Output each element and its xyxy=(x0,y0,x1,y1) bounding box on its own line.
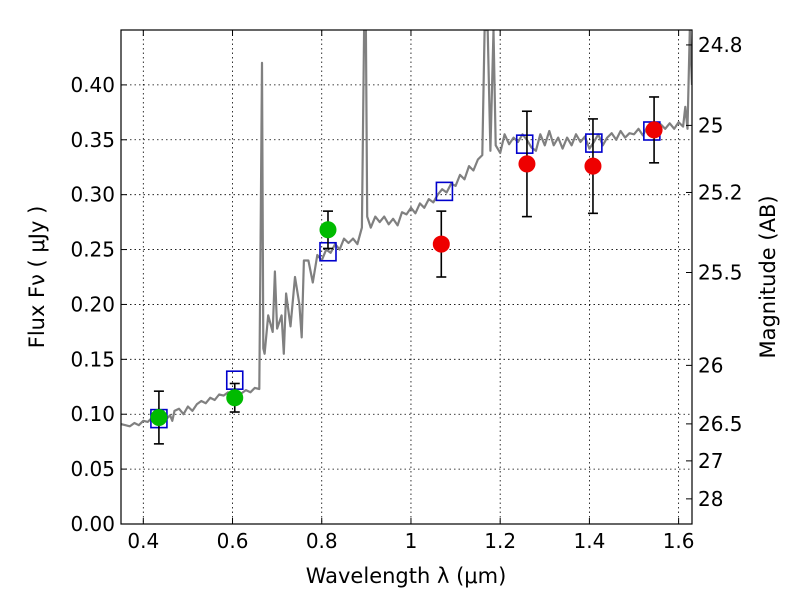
x-tick-label: 1 xyxy=(405,529,418,553)
spectrum-line xyxy=(121,30,692,428)
y-tick-label: 0.05 xyxy=(70,457,115,481)
observed-flux-point xyxy=(645,121,663,139)
observed-flux-point xyxy=(226,389,244,407)
plot-frame xyxy=(120,29,693,525)
x-tick-label: 1.4 xyxy=(573,529,605,553)
grid-lines xyxy=(121,30,692,525)
observed-flux-point xyxy=(518,155,536,173)
right-tick-label: 27 xyxy=(698,449,723,473)
y-tick-label: 0.35 xyxy=(70,128,115,152)
observed-flux-point xyxy=(584,157,602,175)
x-tick-label: 0.8 xyxy=(306,529,338,553)
axis-ticks: 0.4 0.6 0.8 1 1.2 1.4 1.6 0.00 0.05 0.10 0.15 0.20 0… xyxy=(70,30,743,553)
y-tick-label: 0.20 xyxy=(70,292,115,316)
x-tick-label: 0.4 xyxy=(127,529,159,553)
x-axis-label: Wavelength λ (μm) xyxy=(306,564,507,588)
right-tick-label: 26.5 xyxy=(698,412,743,436)
y-tick-label: 0.40 xyxy=(70,73,115,97)
y-tick-label: 0.15 xyxy=(70,347,115,371)
x-tick-label: 1.6 xyxy=(663,529,695,553)
right-tick-label: 24.8 xyxy=(698,33,743,57)
model-square-point xyxy=(435,181,454,202)
observed-flux-point xyxy=(319,221,337,239)
x-tick-label: 1.2 xyxy=(484,529,516,553)
model-square-point xyxy=(515,134,534,154)
right-tick-label: 25.2 xyxy=(698,180,743,204)
observed-flux-point xyxy=(150,409,168,427)
y-tick-label: 0.25 xyxy=(70,238,115,262)
y-axis-label: Flux Fν ( μJy ) xyxy=(25,206,49,349)
y-tick-label: 0.00 xyxy=(70,512,115,536)
right-tick-label: 25.5 xyxy=(698,260,743,284)
observed-flux-point xyxy=(432,235,450,253)
y-tick-label: 0.30 xyxy=(70,183,115,207)
x-tick-label: 0.6 xyxy=(217,529,249,553)
right-axis-label: Magnitude (AB) xyxy=(756,195,780,358)
model-square-point xyxy=(585,133,603,153)
y-tick-label: 0.10 xyxy=(70,402,115,426)
right-tick-label: 28 xyxy=(698,487,723,511)
right-tick-label: 26 xyxy=(698,353,723,377)
plot-area xyxy=(121,30,692,445)
right-tick-label: 25 xyxy=(698,113,723,137)
